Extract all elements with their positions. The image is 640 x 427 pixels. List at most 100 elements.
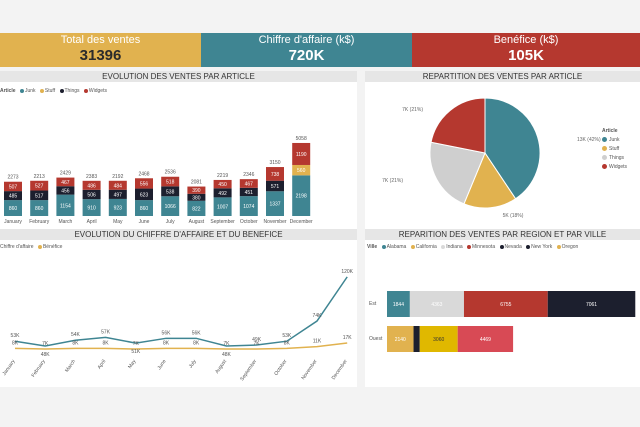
region-chart-title: REPARITION DES VENTES PAR REGION ET PAR … (365, 229, 640, 240)
bar-data-label: 860 (35, 206, 44, 212)
bar-data-label: 738 (271, 172, 280, 178)
x-tick-label: November (300, 358, 318, 381)
x-tick-label: February (30, 358, 47, 378)
kpi-value: 720K (288, 47, 325, 64)
bar-segment (266, 180, 284, 192)
bar-segment (463, 291, 548, 317)
bar-total-label: 2468 (138, 171, 149, 177)
pie-legend-item: Junk (602, 137, 627, 143)
bar-segment (82, 189, 101, 200)
pie-chart-panel: REPARTITION DES VENTES PAR ARTICLE 13K (… (365, 71, 640, 229)
line-data-label: 57K (101, 329, 111, 335)
bar-data-label: 492 (218, 191, 227, 197)
bar-segment (108, 180, 127, 190)
bar-segment (56, 177, 75, 187)
series-line-chiffre-affaire (14, 276, 348, 347)
legend-label: Ville (367, 244, 378, 250)
bar-data-label: 2140 (395, 337, 406, 343)
y-tick-label: Ouest (369, 336, 383, 342)
bar-segment (108, 189, 127, 199)
bar-segment (4, 191, 22, 201)
bar-segment (387, 326, 414, 352)
legend-swatch-widgets (602, 164, 607, 170)
line-data-label: 74K (313, 313, 323, 319)
bar-total-label: 2536 (165, 170, 176, 176)
x-tick-label: August (214, 358, 228, 375)
bar-data-label: 4363 (431, 302, 442, 308)
legend-swatch-indiana (441, 244, 446, 249)
legend-item-label: Widgets (609, 164, 628, 170)
legend-swatch-junk (602, 137, 607, 143)
bar-data-label: 456 (61, 188, 70, 194)
x-tick-label: August (189, 219, 205, 225)
line-data-label: 54K (71, 332, 81, 338)
pie-legend-item: Things (602, 155, 627, 161)
bar-segment (292, 175, 311, 216)
pie-slice (463, 151, 517, 209)
bar-total-label: 2192 (112, 174, 123, 180)
bar-data-label: 4469 (480, 337, 491, 343)
line-data-label: 53K (11, 333, 21, 339)
line-data-label: 49K (252, 337, 262, 343)
bar-segment (239, 187, 258, 197)
bar-data-label: 556 (140, 181, 149, 187)
bar-total-label: 2219 (217, 173, 228, 179)
bar-segment (56, 186, 75, 195)
line-data-label: 48K (222, 352, 232, 358)
x-tick-label: February (29, 219, 50, 225)
bar-data-label: 2198 (296, 194, 307, 200)
bar-data-label: 7061 (586, 302, 597, 308)
kpi-value: 105K (508, 47, 544, 64)
legend-item: Nevada (504, 244, 522, 250)
bar-segment (213, 188, 232, 198)
x-tick-label: July (166, 219, 175, 225)
x-tick-label: March (64, 359, 77, 374)
bar-segment (266, 191, 284, 216)
bar-segment (30, 180, 49, 191)
x-tick-label: December (331, 358, 349, 381)
pie-data-label: 7K (21%) (382, 178, 403, 184)
legend-item: Widgets (88, 88, 107, 94)
bar-data-label: 910 (87, 206, 96, 212)
line-data-label: 7K (133, 341, 140, 347)
bar-segment (161, 186, 180, 197)
x-tick-label: October (273, 358, 288, 376)
legend-item: Things (64, 88, 80, 94)
bar-data-label: 484 (114, 183, 123, 189)
legend-swatch-stuff (602, 146, 607, 152)
bar-data-label: 1007 (217, 205, 228, 211)
legend-item: Junk (24, 88, 36, 94)
bar-segment (457, 326, 514, 352)
legend-swatch-nevada (499, 244, 504, 249)
bar-total-label: 2273 (7, 175, 18, 181)
x-tick-label: June (157, 359, 168, 372)
line-data-label: 11K (313, 339, 322, 345)
line-data-label: 8K (284, 340, 291, 346)
bar-data-label: 506 (87, 192, 96, 198)
bar-data-label: 467 (61, 180, 70, 186)
bar-data-label: 822 (192, 206, 201, 212)
bar-data-label: 467 (245, 181, 254, 187)
line-data-label: 56K (162, 330, 172, 336)
kpi-total-ventes: Total des ventes 31396 (0, 33, 201, 67)
bar-data-label: 560 (297, 168, 306, 174)
line-chart-legend: Chiffre d'affaire Bénéfice (0, 244, 62, 250)
legend-item-label: Stuff (609, 146, 620, 152)
bar-data-label: 3060 (433, 337, 444, 343)
legend-item: Minnesota (472, 244, 496, 250)
pie-data-label: 13K (42%) (577, 137, 601, 143)
bar-segment (82, 180, 101, 190)
bar-segment (108, 198, 127, 216)
bar-segment (4, 181, 22, 192)
bar-segment (161, 196, 180, 216)
bar-data-label: 450 (218, 182, 227, 188)
bar-data-label: 860 (140, 206, 149, 212)
kpi-title: Benéfice (k$) (493, 34, 559, 46)
legend-label: Article (0, 88, 16, 94)
line-data-label: 8K (103, 340, 110, 346)
bar-segment (213, 197, 232, 216)
bar-data-label: 527 (35, 184, 44, 190)
bar-data-label: 1154 (60, 203, 71, 209)
bar-data-label: 390 (192, 188, 201, 194)
line-data-label: 53K (282, 333, 292, 339)
